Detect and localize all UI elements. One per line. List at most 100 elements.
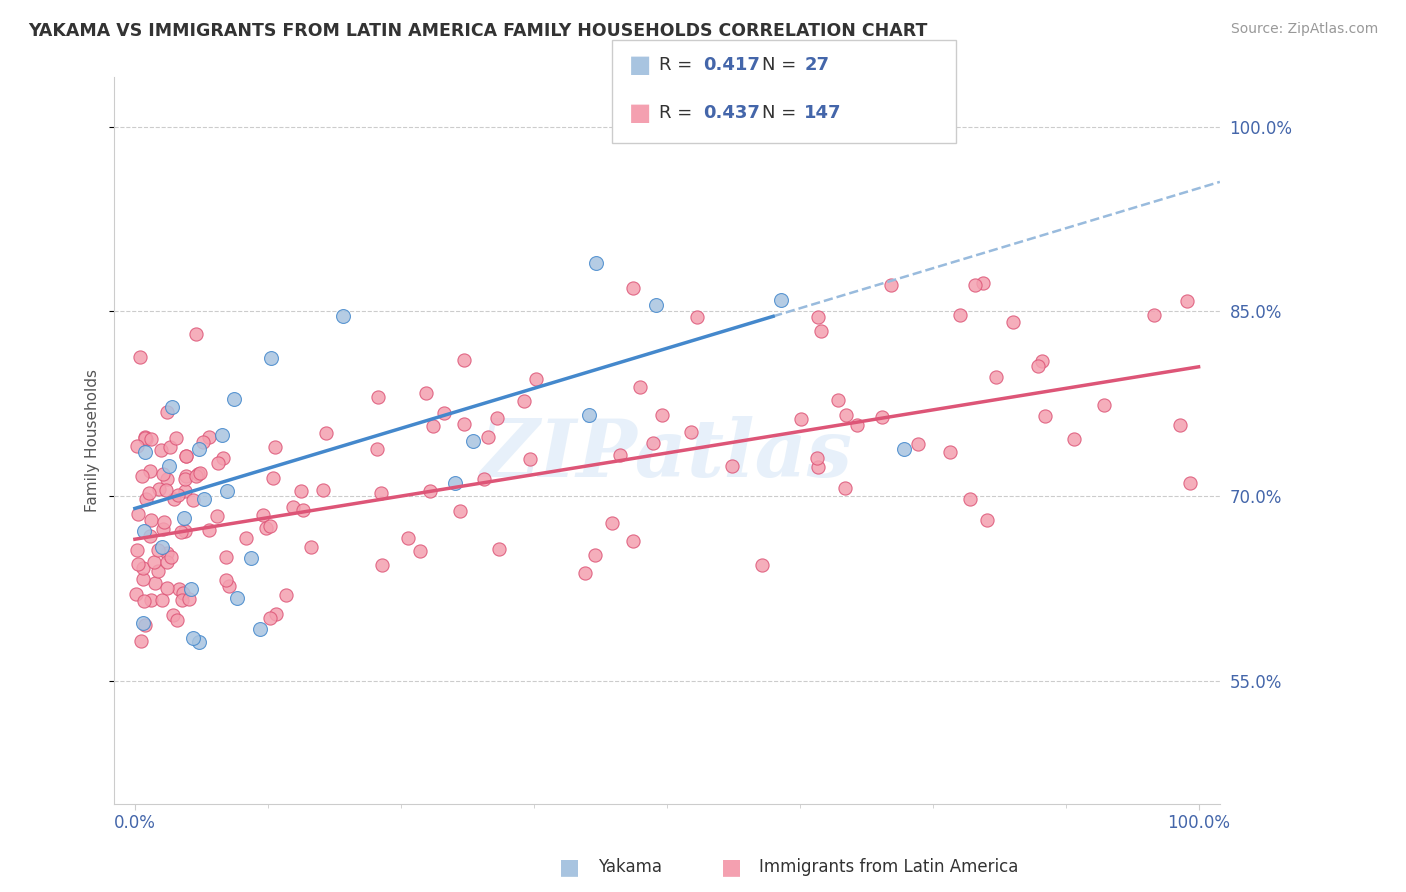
Point (173, 511, 195, 525)
Point (827, 392, 849, 407)
Point (184, 326, 207, 341)
Point (224, 392, 246, 406)
Point (645, 298, 668, 312)
Point (211, 428, 233, 442)
Text: N =: N = (762, 56, 801, 74)
Point (513, 394, 536, 409)
Point (139, 432, 162, 446)
Text: Immigrants from Latin America: Immigrants from Latin America (759, 858, 1018, 876)
Point (621, 533, 644, 548)
Point (127, 557, 149, 571)
Point (1063, 432, 1085, 446)
Point (135, 432, 157, 446)
Point (1170, 417, 1192, 432)
Point (259, 611, 281, 625)
Point (217, 484, 239, 499)
Point (160, 400, 183, 414)
Point (153, 515, 176, 529)
Point (134, 431, 156, 445)
Point (367, 390, 389, 404)
Point (173, 472, 195, 486)
Point (806, 451, 828, 466)
Point (157, 458, 180, 473)
Point (127, 543, 149, 558)
Point (226, 591, 249, 606)
Point (174, 450, 197, 464)
Text: ■: ■ (628, 102, 651, 125)
Text: ZIPatlas: ZIPatlas (481, 417, 853, 494)
Point (184, 469, 207, 483)
Text: ■: ■ (628, 54, 651, 77)
Point (259, 519, 281, 533)
Point (263, 440, 285, 454)
Point (254, 521, 277, 535)
Point (578, 408, 600, 422)
Point (150, 442, 173, 457)
Point (585, 256, 607, 270)
Point (132, 594, 155, 608)
Text: 147: 147 (804, 104, 842, 122)
Point (651, 408, 673, 422)
Point (291, 503, 314, 517)
Point (264, 607, 287, 622)
Point (485, 411, 508, 425)
Point (453, 353, 475, 368)
Text: R =: R = (659, 104, 699, 122)
Point (600, 516, 623, 530)
Point (463, 434, 485, 448)
Point (125, 439, 148, 453)
Point (262, 471, 284, 485)
Point (167, 488, 190, 502)
Point (472, 472, 495, 486)
Point (187, 634, 209, 648)
Point (155, 483, 177, 497)
Point (159, 440, 181, 454)
Point (965, 278, 987, 293)
Point (449, 504, 471, 518)
Point (1178, 476, 1201, 491)
Point (396, 531, 419, 545)
Point (810, 324, 832, 338)
Point (156, 405, 179, 419)
Point (141, 513, 163, 527)
Point (205, 508, 228, 523)
Point (198, 430, 221, 444)
Point (1031, 353, 1053, 368)
Point (1026, 359, 1049, 373)
Y-axis label: Family Households: Family Households (86, 369, 100, 512)
Point (143, 576, 166, 591)
Point (156, 472, 179, 486)
Point (721, 459, 744, 474)
Text: N =: N = (762, 104, 801, 122)
Point (172, 592, 194, 607)
Point (198, 523, 221, 537)
Point (162, 608, 184, 623)
Point (166, 613, 188, 627)
Point (641, 436, 664, 450)
Point (870, 410, 893, 425)
Point (156, 545, 179, 559)
Point (215, 549, 238, 564)
Point (453, 417, 475, 431)
Point (281, 500, 304, 514)
Point (332, 310, 354, 324)
Point (177, 592, 200, 607)
Point (132, 561, 155, 575)
Text: ■: ■ (560, 857, 579, 877)
Point (152, 467, 174, 482)
Point (134, 430, 156, 444)
Point (846, 417, 869, 432)
Point (939, 445, 962, 459)
Text: 27: 27 (804, 56, 830, 74)
Point (249, 622, 271, 636)
Point (176, 449, 198, 463)
Point (139, 529, 162, 543)
Point (170, 525, 193, 540)
Point (132, 524, 155, 539)
Point (444, 475, 467, 490)
Point (790, 411, 813, 425)
Text: YAKAMA VS IMMIGRANTS FROM LATIN AMERICA FAMILY HOUSEHOLDS CORRELATION CHART: YAKAMA VS IMMIGRANTS FROM LATIN AMERICA … (28, 22, 928, 40)
Point (167, 582, 190, 597)
Point (174, 524, 197, 538)
Point (138, 486, 160, 500)
